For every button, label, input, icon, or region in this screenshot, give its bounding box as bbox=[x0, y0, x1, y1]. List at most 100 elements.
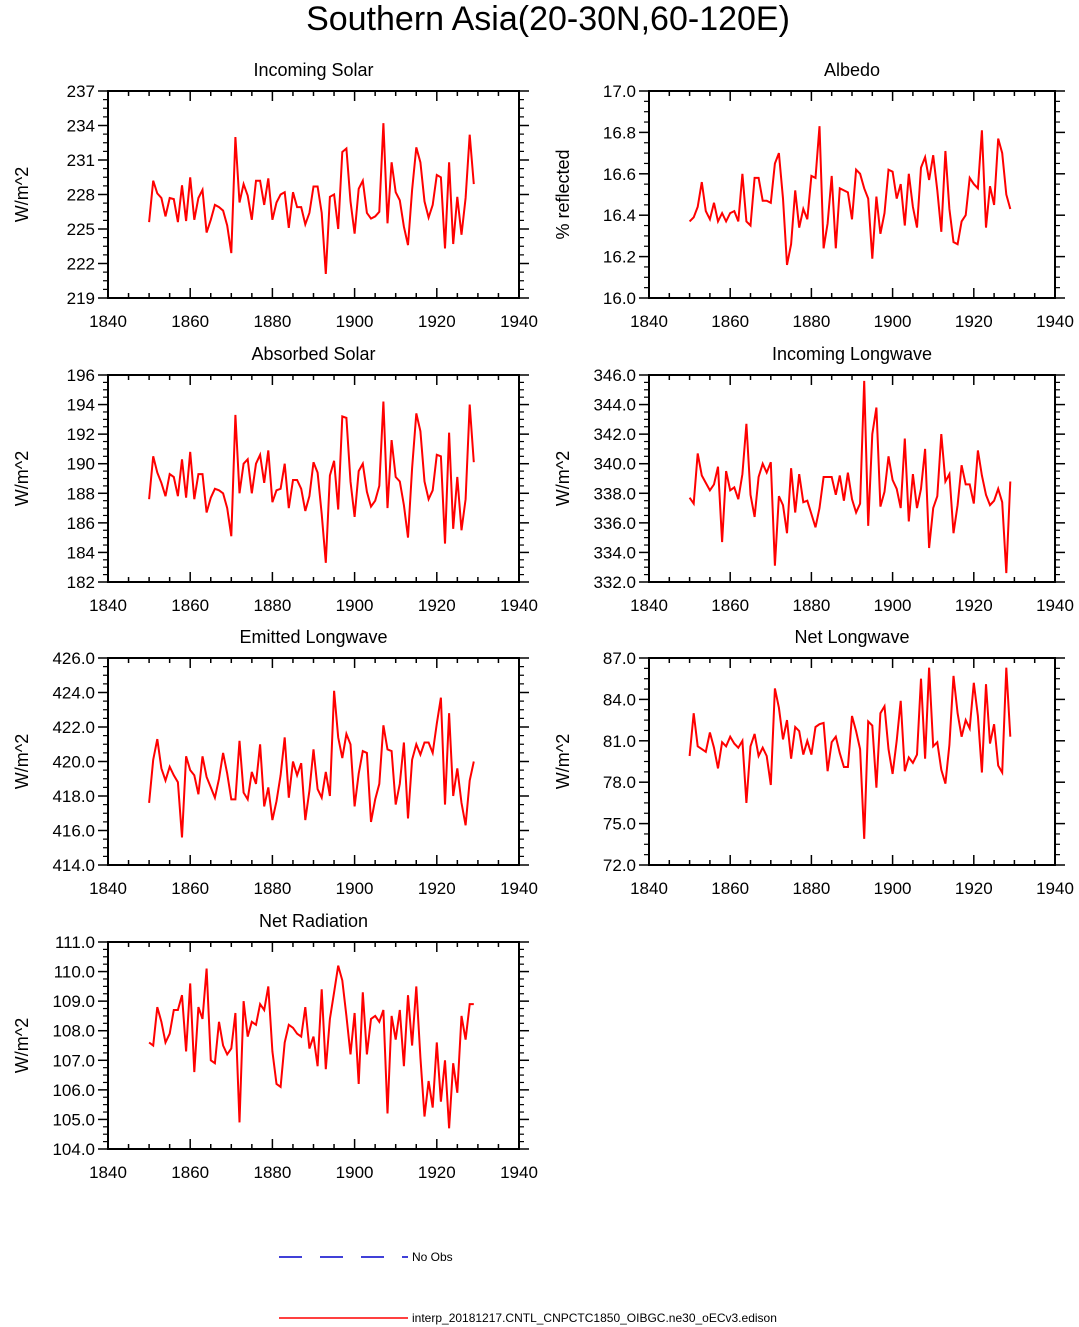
series-line bbox=[688, 126, 1012, 266]
y-tick-label: 188 bbox=[67, 484, 95, 503]
x-tick-label: 1880 bbox=[253, 312, 291, 331]
y-tick-label: 416.0 bbox=[52, 822, 95, 841]
y-tick-label: 222 bbox=[67, 255, 95, 274]
y-tick-label: 228 bbox=[67, 186, 95, 205]
y-tick-label: 78.0 bbox=[603, 773, 636, 792]
y-tick-label: 186 bbox=[67, 514, 95, 533]
panel-incoming-solar: Incoming Solar W/m^2 1840 1860 1880 1900 1920 1… bbox=[12, 60, 538, 331]
y-tick-label: 110.0 bbox=[54, 963, 95, 982]
x-tick-label: 1920 bbox=[955, 312, 993, 331]
series-line bbox=[148, 965, 474, 1129]
panel-net-longwave: Net Longwave W/m^2 1840 1860 1880 1900 1920 194… bbox=[553, 627, 1074, 898]
plot-frame bbox=[107, 657, 520, 866]
y-tick-label: 84.0 bbox=[603, 690, 636, 709]
panel-incoming-longwave: Incoming Longwave W/m^2 1840 1860 1880 1900 19… bbox=[553, 344, 1074, 615]
x-tick-label: 1920 bbox=[955, 879, 993, 898]
x-tick-label: 1900 bbox=[874, 879, 912, 898]
x-tick-label: 1940 bbox=[1036, 879, 1074, 898]
x-tick-label: 1940 bbox=[1036, 312, 1074, 331]
y-axis-label: W/m^2 bbox=[12, 167, 32, 222]
x-tick-label: 1940 bbox=[500, 596, 538, 615]
x-tick-label: 1900 bbox=[874, 312, 912, 331]
panel-albedo: Albedo % reflected 1840 1860 1880 1900 1920 194… bbox=[553, 60, 1074, 331]
y-axis-label: W/m^2 bbox=[553, 451, 573, 506]
y-tick-label: 16.6 bbox=[603, 165, 636, 184]
x-tick-label: 1900 bbox=[336, 1163, 374, 1182]
series-line bbox=[148, 401, 475, 563]
y-tick-label: 81.0 bbox=[603, 732, 636, 751]
y-tick-label: 414.0 bbox=[52, 856, 95, 875]
y-axis-label: % reflected bbox=[553, 149, 573, 239]
y-tick-label: 338.0 bbox=[593, 484, 636, 503]
plot-frame bbox=[648, 374, 1056, 583]
y-tick-label: 190 bbox=[67, 455, 95, 474]
y-tick-label: 334.0 bbox=[593, 543, 636, 562]
y-tick-label: 336.0 bbox=[593, 514, 636, 533]
x-tick-label: 1940 bbox=[500, 879, 538, 898]
x-tick-label: 1880 bbox=[792, 596, 830, 615]
panel-title: Net Longwave bbox=[794, 627, 909, 647]
y-tick-label: 16.8 bbox=[603, 123, 636, 142]
y-tick-label: 16.0 bbox=[603, 289, 636, 308]
y-tick-label: 108.0 bbox=[52, 1022, 95, 1041]
y-tick-label: 231 bbox=[67, 151, 95, 170]
y-tick-label: 75.0 bbox=[603, 815, 636, 834]
y-axis-label: W/m^2 bbox=[12, 734, 32, 789]
y-tick-label: 16.2 bbox=[603, 248, 636, 267]
x-tick-label: 1860 bbox=[171, 1163, 209, 1182]
x-tick-label: 1920 bbox=[418, 596, 456, 615]
series-line bbox=[148, 690, 475, 838]
x-tick-label: 1840 bbox=[89, 879, 127, 898]
x-tick-label: 1880 bbox=[253, 596, 291, 615]
x-tick-label: 1920 bbox=[418, 879, 456, 898]
y-tick-label: 344.0 bbox=[593, 396, 636, 415]
y-tick-label: 194 bbox=[67, 396, 95, 415]
y-tick-label: 184 bbox=[67, 543, 95, 562]
x-tick-label: 1920 bbox=[418, 1163, 456, 1182]
x-tick-label: 1900 bbox=[336, 596, 374, 615]
panel-title: Net Radiation bbox=[259, 911, 368, 931]
x-tick-label: 1840 bbox=[630, 879, 668, 898]
y-tick-label: 420.0 bbox=[52, 753, 95, 772]
x-tick-label: 1860 bbox=[171, 596, 209, 615]
x-tick-label: 1840 bbox=[89, 312, 127, 331]
y-axis-label: W/m^2 bbox=[553, 734, 573, 789]
series-line bbox=[148, 123, 475, 274]
legend-no-obs-label: No Obs bbox=[412, 1250, 453, 1264]
y-tick-label: 105.0 bbox=[52, 1110, 95, 1129]
series-line bbox=[688, 380, 1012, 574]
x-tick-label: 1880 bbox=[253, 879, 291, 898]
y-tick-label: 225 bbox=[67, 220, 95, 239]
legend-model-label: interp_20181217.CNTL_CNPCTC1850_OIBGC.ne… bbox=[412, 1311, 777, 1325]
y-tick-label: 418.0 bbox=[52, 787, 95, 806]
x-tick-label: 1840 bbox=[630, 596, 668, 615]
y-tick-label: 16.4 bbox=[603, 206, 636, 225]
y-tick-label: 106.0 bbox=[52, 1081, 95, 1100]
y-tick-label: 192 bbox=[67, 425, 95, 444]
y-tick-label: 424.0 bbox=[52, 684, 95, 703]
y-tick-label: 346.0 bbox=[593, 366, 636, 385]
y-tick-label: 237 bbox=[67, 82, 95, 101]
y-tick-label: 332.0 bbox=[593, 573, 636, 592]
y-tick-label: 196 bbox=[67, 366, 95, 385]
y-tick-label: 107.0 bbox=[52, 1051, 95, 1070]
y-tick-label: 87.0 bbox=[603, 649, 636, 668]
y-axis-label: W/m^2 bbox=[12, 451, 32, 506]
y-tick-label: 340.0 bbox=[593, 455, 636, 474]
y-axis-label: W/m^2 bbox=[12, 1018, 32, 1073]
y-tick-label: 17.0 bbox=[603, 82, 636, 101]
x-tick-label: 1860 bbox=[171, 879, 209, 898]
panel-absorbed-solar: Absorbed Solar W/m^2 1840 1860 1880 1900 1920 1… bbox=[12, 344, 538, 615]
x-tick-label: 1860 bbox=[711, 879, 749, 898]
y-tick-label: 342.0 bbox=[593, 425, 636, 444]
x-tick-label: 1860 bbox=[711, 312, 749, 331]
x-tick-label: 1940 bbox=[500, 312, 538, 331]
x-tick-label: 1900 bbox=[336, 312, 374, 331]
x-tick-label: 1920 bbox=[418, 312, 456, 331]
y-tick-label: 72.0 bbox=[603, 856, 636, 875]
x-tick-label: 1880 bbox=[792, 312, 830, 331]
x-tick-label: 1900 bbox=[336, 879, 374, 898]
y-tick-label: 422.0 bbox=[52, 718, 95, 737]
x-tick-label: 1840 bbox=[89, 1163, 127, 1182]
